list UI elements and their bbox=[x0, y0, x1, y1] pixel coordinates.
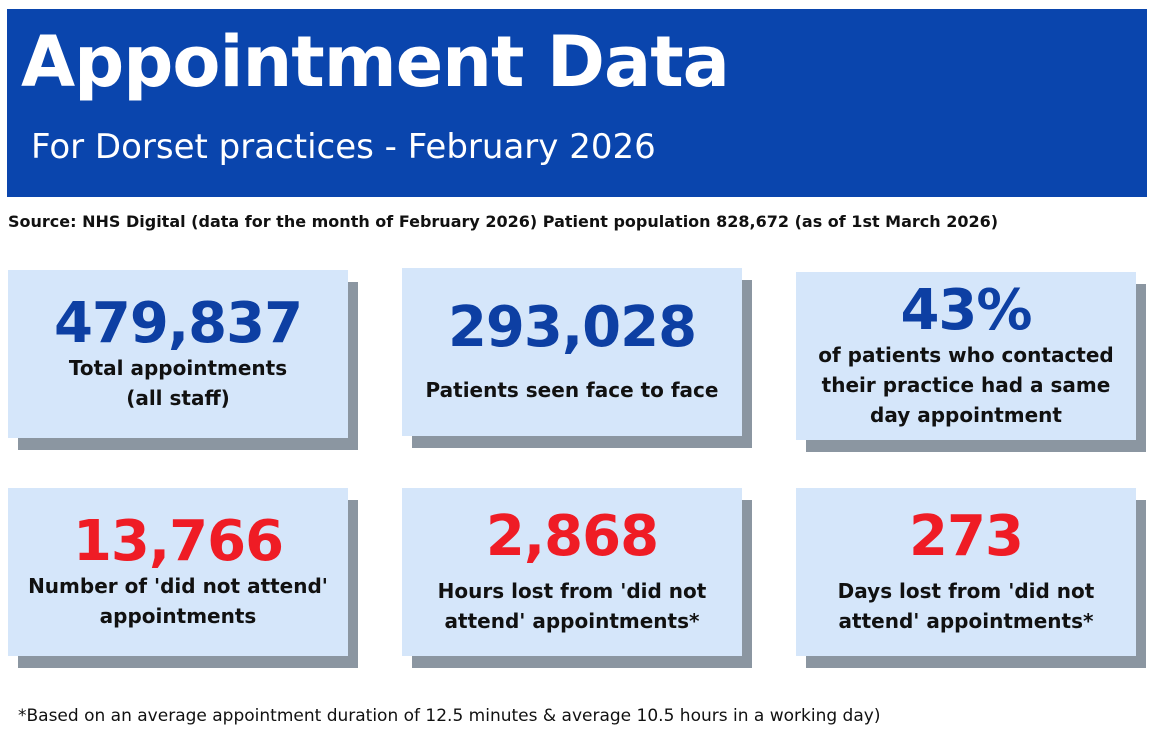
stat-label: Days lost from 'did not bbox=[837, 579, 1095, 604]
stat-label: (all staff) bbox=[126, 386, 230, 411]
card-body: 13,766 Number of 'did not attend' appoin… bbox=[8, 488, 348, 656]
stat-label: attend' appointments* bbox=[444, 609, 700, 634]
card-body: 479,837 Total appointments (all staff) bbox=[8, 270, 348, 438]
stat-card-hours-lost: 2,868 Hours lost from 'did not attend' a… bbox=[402, 488, 752, 668]
stat-label: Total appointments bbox=[68, 356, 288, 381]
card-body: 293,028 Patients seen face to face bbox=[402, 268, 742, 436]
stat-value: 2,868 bbox=[485, 503, 659, 569]
stat-value: 293,028 bbox=[447, 294, 697, 360]
stat-card-dna-count: 13,766 Number of 'did not attend' appoin… bbox=[8, 488, 358, 668]
header-banner: Appointment Data For Dorset practices - … bbox=[7, 9, 1147, 197]
stat-value: 13,766 bbox=[72, 508, 284, 574]
stat-label: Patients seen face to face bbox=[425, 378, 719, 403]
stat-value: 273 bbox=[909, 503, 1024, 569]
stat-label: appointments bbox=[99, 604, 257, 629]
card-body: 2,868 Hours lost from 'did not attend' a… bbox=[402, 488, 742, 656]
stat-label: of patients who contacted bbox=[818, 343, 1114, 368]
stat-label: Hours lost from 'did not bbox=[437, 579, 707, 604]
stat-value: 479,837 bbox=[53, 290, 303, 356]
page-subtitle: For Dorset practices - February 2026 bbox=[31, 127, 656, 167]
card-body: 43% of patients who contacted their prac… bbox=[796, 272, 1136, 440]
stat-card-same-day: 43% of patients who contacted their prac… bbox=[796, 272, 1146, 452]
card-body: 273 Days lost from 'did not attend' appo… bbox=[796, 488, 1136, 656]
source-note: Source: NHS Digital (data for the month … bbox=[8, 212, 999, 231]
stat-label: attend' appointments* bbox=[838, 609, 1094, 634]
stat-value: 43% bbox=[900, 277, 1032, 343]
stat-card-total-appointments: 479,837 Total appointments (all staff) bbox=[8, 270, 358, 450]
footnote: *Based on an average appointment duratio… bbox=[18, 706, 881, 726]
stat-card-days-lost: 273 Days lost from 'did not attend' appo… bbox=[796, 488, 1146, 668]
page-title: Appointment Data bbox=[21, 21, 730, 103]
stat-label: Number of 'did not attend' bbox=[28, 574, 328, 599]
stat-label: their practice had a same bbox=[821, 373, 1111, 398]
stat-label: day appointment bbox=[870, 403, 1062, 428]
stat-card-face-to-face: 293,028 Patients seen face to face bbox=[402, 268, 752, 448]
